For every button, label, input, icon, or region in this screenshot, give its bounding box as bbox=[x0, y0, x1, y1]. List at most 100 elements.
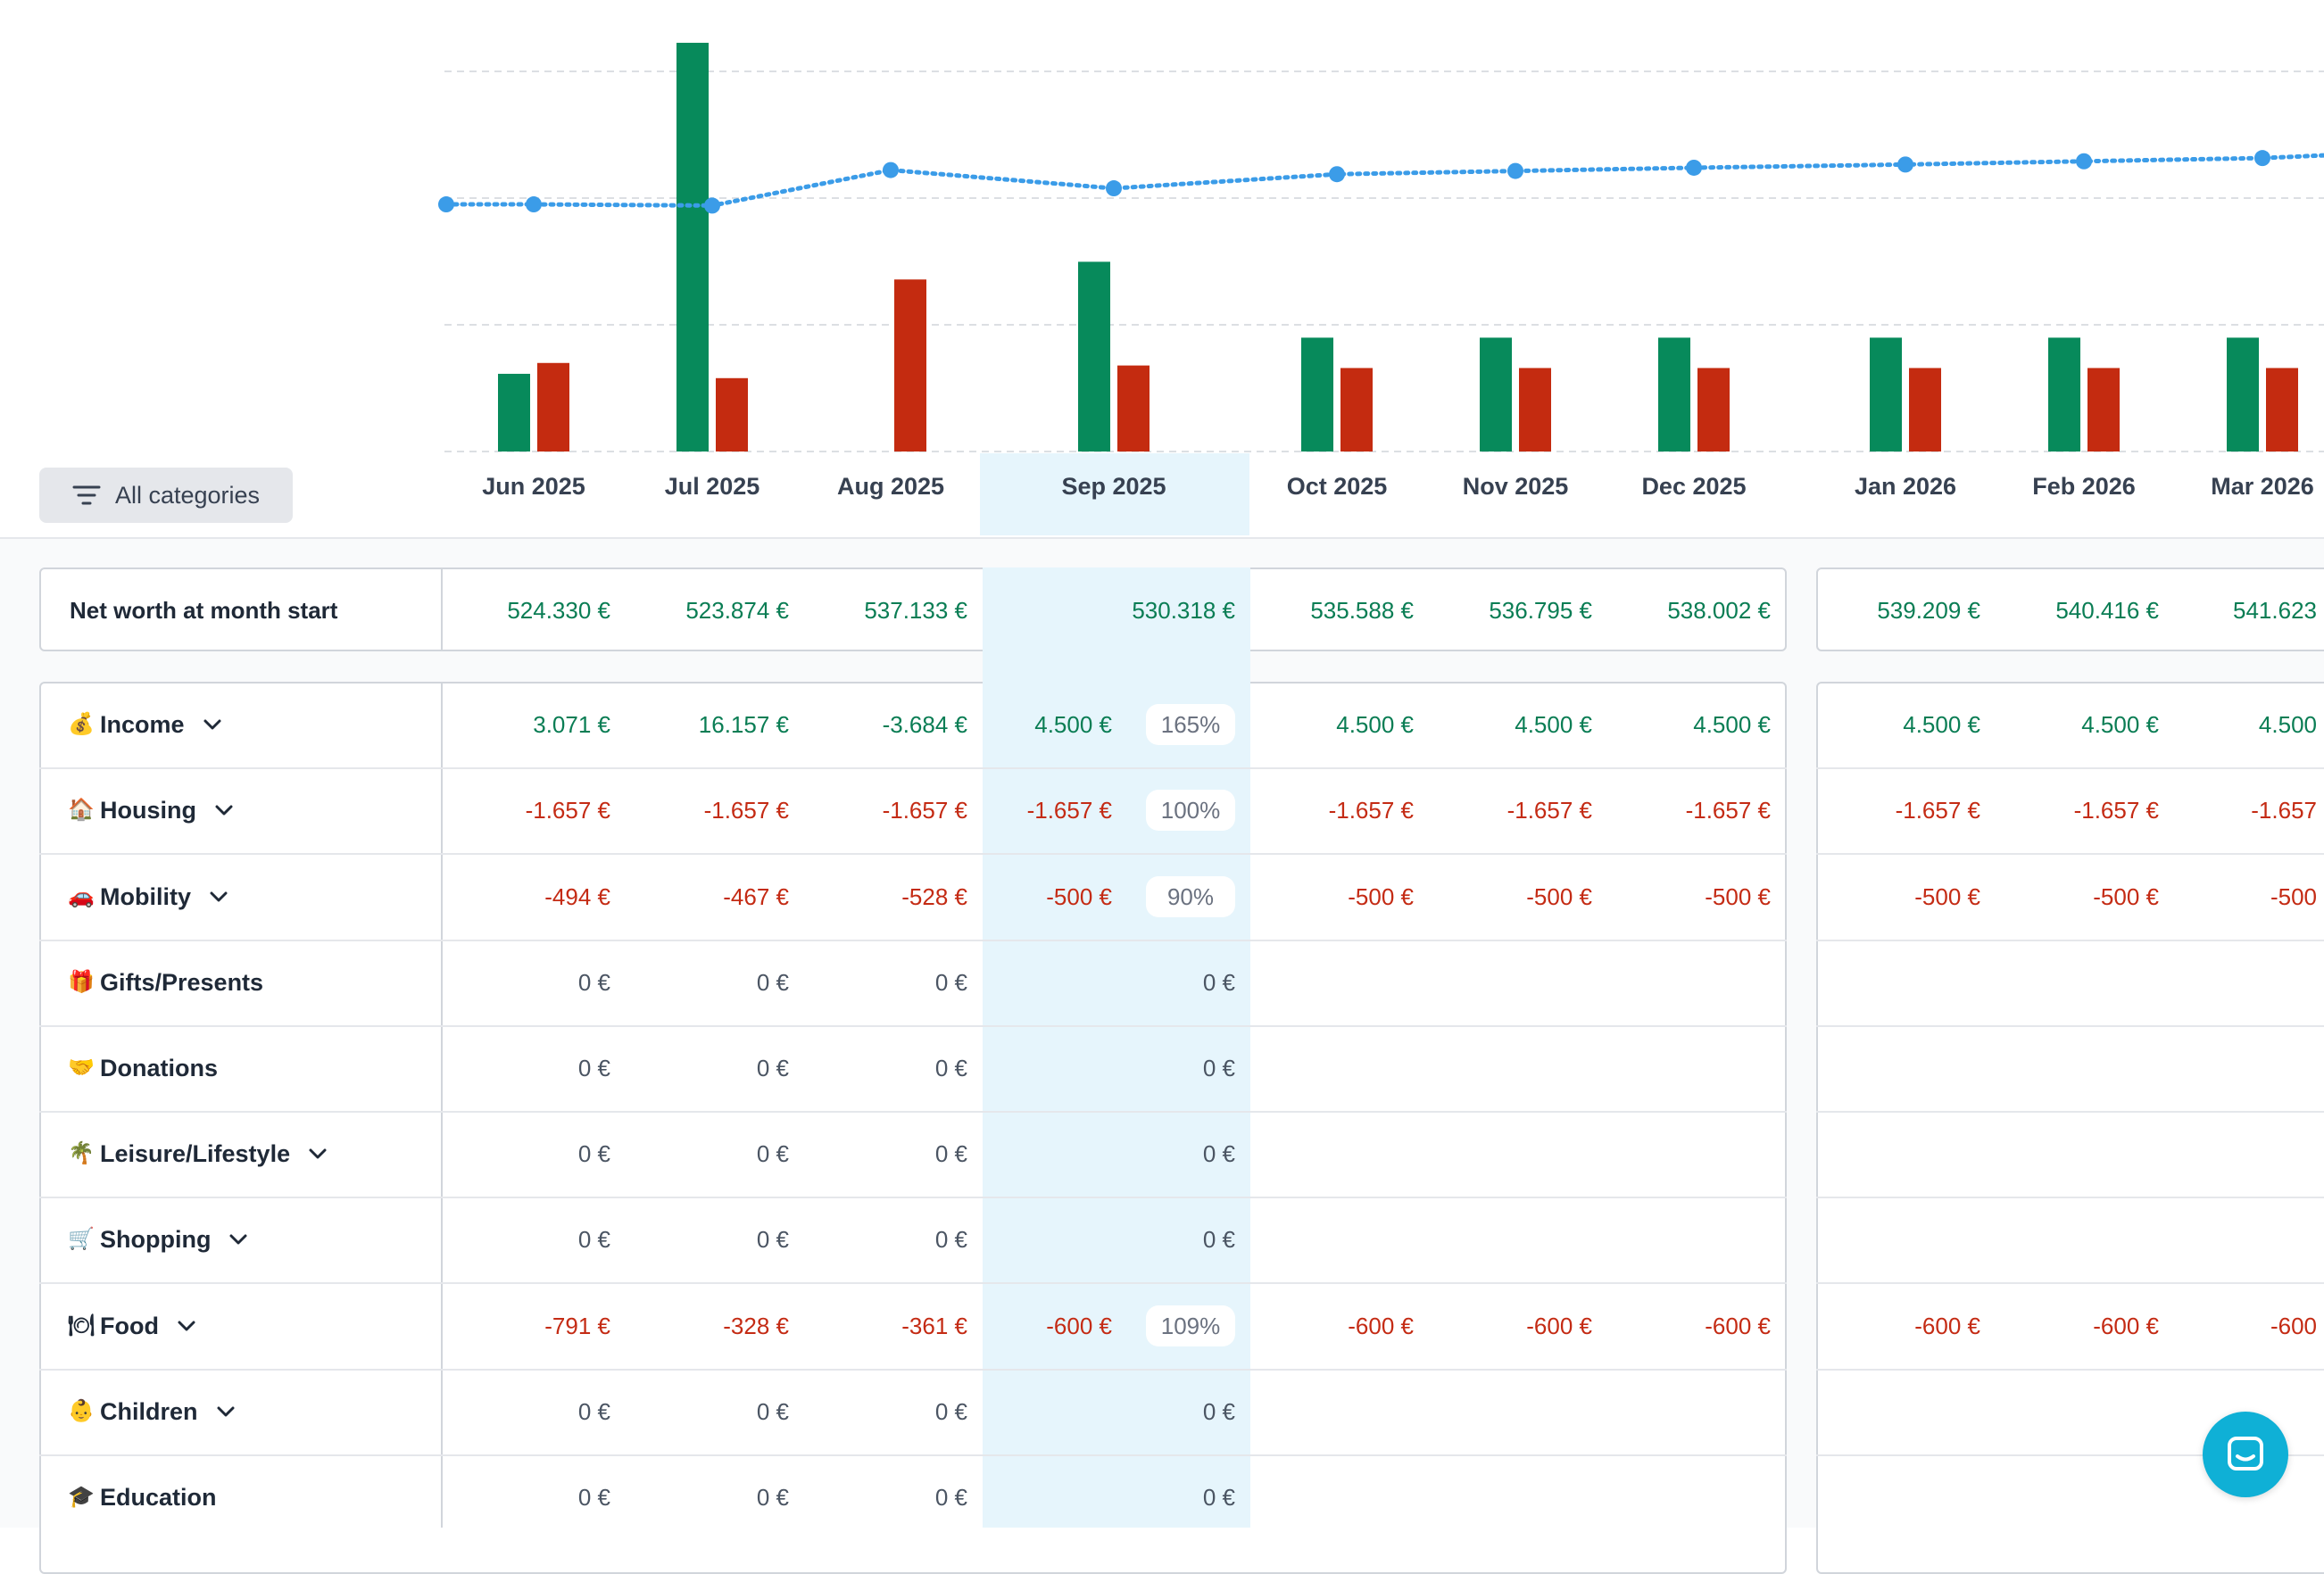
month-label[interactable]: Mar 2026 bbox=[2211, 473, 2314, 500]
net-worth-point[interactable] bbox=[704, 197, 720, 214]
category-value[interactable]: -600 € bbox=[1348, 1313, 1414, 1339]
category-value[interactable]: -600 € bbox=[1046, 1313, 1112, 1339]
category-value[interactable]: -1.657 € bbox=[1328, 797, 1414, 824]
category-value[interactable]: 0 € bbox=[1202, 1055, 1235, 1081]
category-value[interactable]: -500 € bbox=[1914, 883, 1980, 910]
category-children[interactable]: 👶 Children bbox=[68, 1394, 236, 1429]
category-value[interactable]: -494 € bbox=[544, 883, 610, 910]
category-value[interactable]: -600 € bbox=[1914, 1313, 1980, 1339]
category-value[interactable]: -500 € bbox=[1705, 883, 1771, 910]
category-value[interactable]: 0 € bbox=[1202, 1484, 1235, 1511]
category-value[interactable]: -500 bbox=[2270, 883, 2317, 910]
category-value[interactable]: -1.657 € bbox=[1506, 797, 1592, 824]
category-value[interactable]: -1.657 € bbox=[2073, 797, 2159, 824]
income-bar[interactable] bbox=[498, 373, 530, 451]
month-label[interactable]: Sep 2025 bbox=[1061, 473, 1166, 500]
income-bar[interactable] bbox=[2048, 337, 2080, 451]
expense-bar[interactable] bbox=[537, 362, 569, 451]
category-value[interactable]: -600 € bbox=[2093, 1313, 2159, 1339]
expense-bar[interactable] bbox=[1697, 368, 1730, 451]
income-bar[interactable] bbox=[1480, 337, 1512, 451]
category-mobility[interactable]: 🚗 Mobility bbox=[68, 879, 228, 915]
category-income[interactable]: 💰 Income bbox=[68, 707, 222, 742]
net-worth-point[interactable] bbox=[2254, 150, 2270, 167]
category-value[interactable]: -600 € bbox=[1705, 1313, 1771, 1339]
category-value[interactable]: -500 € bbox=[2093, 883, 2159, 910]
category-value[interactable]: -1.657 bbox=[2251, 797, 2317, 824]
category-value[interactable]: -600 € bbox=[1526, 1313, 1592, 1339]
category-value[interactable]: 4.500 € bbox=[1515, 711, 1592, 738]
expense-bar[interactable] bbox=[1909, 368, 1941, 451]
category-value[interactable]: 0 € bbox=[934, 1140, 967, 1167]
category-value[interactable]: 16.157 € bbox=[698, 711, 789, 738]
expense-bar[interactable] bbox=[1340, 368, 1373, 451]
category-value[interactable]: 0 € bbox=[577, 1226, 610, 1253]
category-value[interactable]: -500 € bbox=[1046, 883, 1112, 910]
category-food[interactable]: 🍽 Food bbox=[68, 1308, 196, 1344]
category-value[interactable]: 0 € bbox=[934, 1398, 967, 1425]
chevron-down-icon[interactable] bbox=[308, 1147, 328, 1160]
month-label[interactable]: Nov 2025 bbox=[1462, 473, 1569, 500]
chevron-down-icon[interactable] bbox=[177, 1320, 196, 1332]
category-value[interactable]: -1.657 € bbox=[525, 797, 610, 824]
category-value[interactable]: -361 € bbox=[901, 1313, 967, 1339]
month-label[interactable]: Dec 2025 bbox=[1641, 473, 1747, 500]
category-value[interactable]: 0 € bbox=[1202, 1226, 1235, 1253]
category-value[interactable]: 0 € bbox=[577, 1140, 610, 1167]
category-value[interactable]: -328 € bbox=[723, 1313, 789, 1339]
expense-bar[interactable] bbox=[894, 279, 926, 451]
chevron-down-icon[interactable] bbox=[209, 891, 228, 903]
expense-bar[interactable] bbox=[716, 377, 748, 451]
category-value[interactable]: 0 € bbox=[756, 1140, 789, 1167]
expense-bar[interactable] bbox=[1117, 365, 1150, 451]
category-value[interactable]: 0 € bbox=[934, 969, 967, 996]
category-value[interactable]: -3.684 € bbox=[882, 711, 967, 738]
income-bar[interactable] bbox=[1301, 337, 1333, 451]
chevron-down-icon[interactable] bbox=[203, 718, 222, 731]
expense-bar[interactable] bbox=[2087, 368, 2120, 451]
category-value[interactable]: -1.657 € bbox=[1895, 797, 1980, 824]
month-label[interactable]: Aug 2025 bbox=[836, 473, 945, 500]
category-value[interactable]: 0 € bbox=[577, 1484, 610, 1511]
category-value[interactable]: 0 € bbox=[756, 1055, 789, 1081]
category-leisure-lifestyle[interactable]: 🌴 Leisure/Lifestyle bbox=[68, 1136, 328, 1172]
chevron-down-icon[interactable] bbox=[228, 1233, 248, 1246]
income-bar[interactable] bbox=[1078, 261, 1110, 451]
month-label[interactable]: Jan 2026 bbox=[1854, 473, 1957, 500]
category-value[interactable]: 4.500 bbox=[2258, 711, 2317, 738]
chat-button[interactable] bbox=[2203, 1412, 2288, 1497]
category-value[interactable]: 0 € bbox=[756, 1398, 789, 1425]
expense-bar[interactable] bbox=[1519, 368, 1551, 451]
income-bar[interactable] bbox=[676, 42, 709, 452]
chevron-down-icon[interactable] bbox=[216, 1405, 236, 1418]
income-bar[interactable] bbox=[1658, 337, 1690, 451]
category-value[interactable]: -467 € bbox=[723, 883, 789, 910]
net-worth-point[interactable] bbox=[1507, 162, 1523, 179]
category-value[interactable]: -528 € bbox=[901, 883, 967, 910]
net-worth-point[interactable] bbox=[526, 196, 542, 213]
category-value[interactable]: 0 € bbox=[577, 1055, 610, 1081]
category-value[interactable]: 0 € bbox=[934, 1226, 967, 1253]
category-value[interactable]: -500 € bbox=[1348, 883, 1414, 910]
category-value[interactable]: -1.657 € bbox=[1026, 797, 1112, 824]
category-value[interactable]: 0 € bbox=[577, 1398, 610, 1425]
category-value[interactable]: 4.500 € bbox=[1034, 711, 1112, 738]
net-worth-point[interactable] bbox=[2076, 153, 2092, 170]
category-value[interactable]: -500 € bbox=[1526, 883, 1592, 910]
category-value[interactable]: 0 € bbox=[756, 969, 789, 996]
category-value[interactable]: -1.657 € bbox=[703, 797, 789, 824]
category-value[interactable]: -791 € bbox=[544, 1313, 610, 1339]
category-shopping[interactable]: 🛒 Shopping bbox=[68, 1222, 248, 1257]
category-value[interactable]: 0 € bbox=[934, 1484, 967, 1511]
net-worth-point[interactable] bbox=[1897, 156, 1913, 173]
category-value[interactable]: 0 € bbox=[1202, 969, 1235, 996]
net-worth-point[interactable] bbox=[1106, 180, 1122, 197]
category-housing[interactable]: 🏠 Housing bbox=[68, 792, 234, 828]
income-bar[interactable] bbox=[2227, 337, 2259, 451]
category-value[interactable]: 4.500 € bbox=[1693, 711, 1771, 738]
net-worth-point[interactable] bbox=[883, 162, 899, 178]
category-value[interactable]: 0 € bbox=[577, 969, 610, 996]
category-value[interactable]: 4.500 € bbox=[2081, 711, 2159, 738]
category-value[interactable]: 0 € bbox=[756, 1484, 789, 1511]
net-worth-point[interactable] bbox=[1686, 159, 1702, 176]
